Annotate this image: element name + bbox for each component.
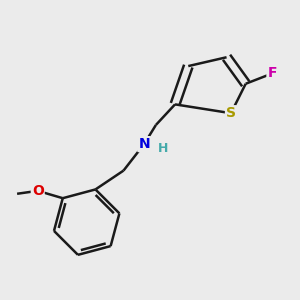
Text: H: H [158,142,168,155]
Text: S: S [226,106,236,120]
Text: O: O [32,184,44,198]
Text: N: N [138,137,150,151]
Text: F: F [267,66,277,80]
